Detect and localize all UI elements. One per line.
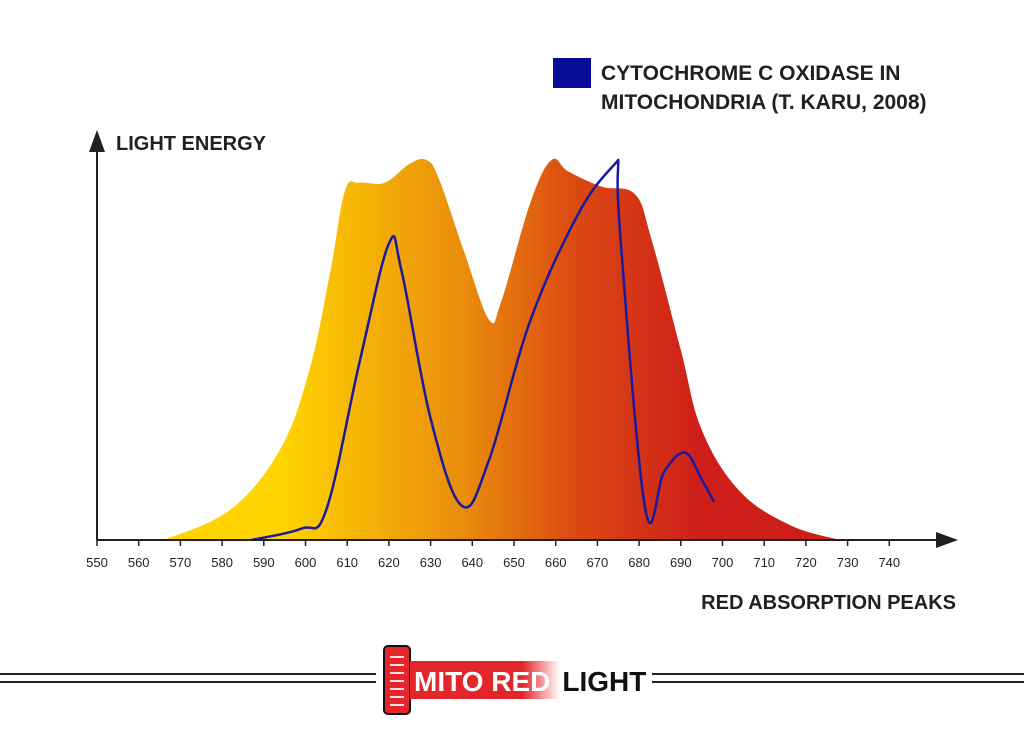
y-axis-label: LIGHT ENERGY — [116, 133, 267, 155]
footer-divider-left — [0, 673, 376, 683]
x-tick-label: 600 — [295, 555, 317, 570]
x-tick-label: 650 — [503, 555, 525, 570]
y-axis-arrow-icon — [89, 130, 105, 152]
x-axis-label: RED ABSORPTION PEAKS — [701, 592, 956, 614]
x-tick-label: 740 — [878, 555, 900, 570]
x-tick-label: 680 — [628, 555, 650, 570]
logo-text-light: LIGHT — [562, 666, 646, 697]
x-tick-label: 730 — [837, 555, 859, 570]
x-tick-label: 570 — [170, 555, 192, 570]
x-tick-label: 670 — [587, 555, 609, 570]
x-tick-label: 590 — [253, 555, 275, 570]
x-tick-label: 690 — [670, 555, 692, 570]
x-tick-label: 560 — [128, 555, 150, 570]
x-tick-label: 660 — [545, 555, 567, 570]
x-tick-label: 640 — [461, 555, 483, 570]
cytochrome-line — [251, 158, 716, 542]
logo: MITO RED LIGHT — [383, 645, 646, 715]
logo-text-mito-red: MITO RED — [414, 666, 550, 697]
legend-swatch — [553, 58, 591, 88]
legend-label-line2: MITOCHONDRIA (T. KARU, 2008) — [601, 91, 927, 114]
x-tick-label: 620 — [378, 555, 400, 570]
footer-divider-right — [652, 673, 1024, 683]
x-axis-arrow-icon — [936, 532, 958, 548]
legend-label-line1: CYTOCHROME C OXIDASE IN — [601, 62, 900, 85]
x-tick-label: 700 — [712, 555, 734, 570]
x-tick-label: 580 — [211, 555, 233, 570]
x-tick-label: 710 — [753, 555, 775, 570]
x-tick-label: 550 — [86, 555, 108, 570]
x-tick-label: 610 — [336, 555, 358, 570]
x-tick-label: 720 — [795, 555, 817, 570]
light-energy-area — [163, 158, 840, 541]
x-tick-label: 630 — [420, 555, 442, 570]
